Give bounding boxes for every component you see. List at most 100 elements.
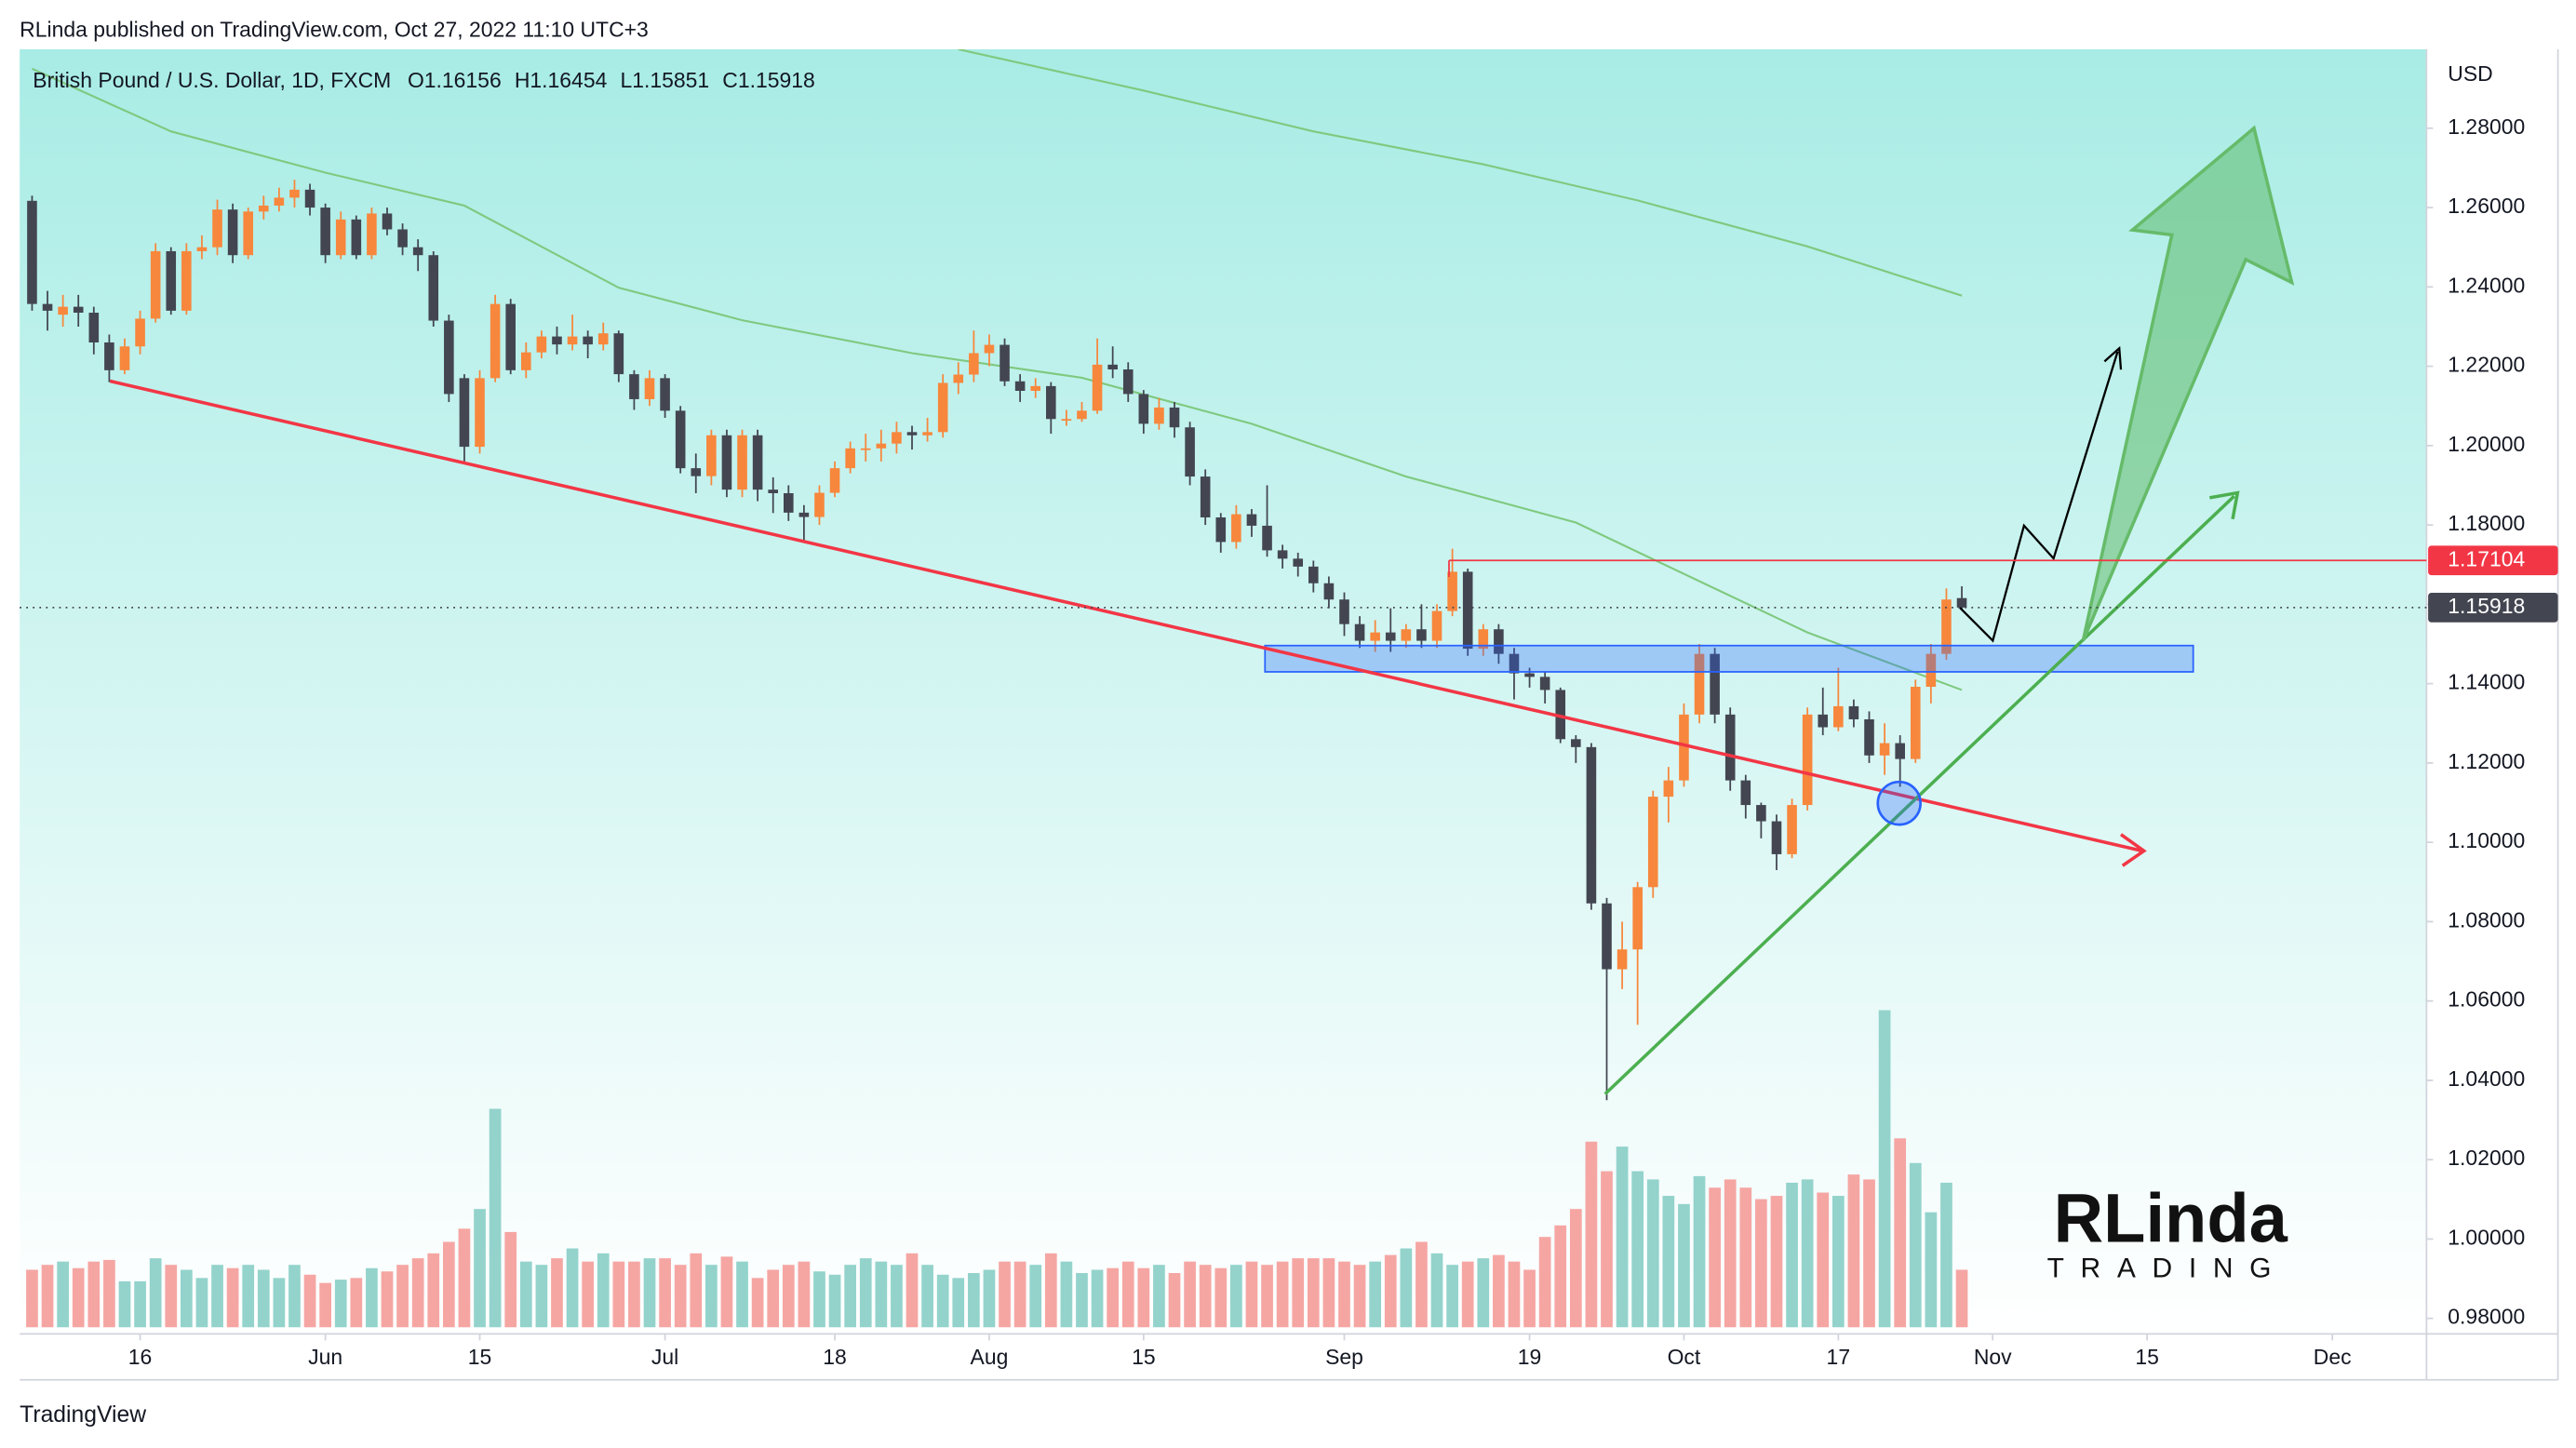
volume-bar — [1508, 1261, 1521, 1328]
volume-bar — [952, 1278, 965, 1328]
volume-bar — [504, 1231, 517, 1328]
green-arrowhead — [2209, 490, 2240, 520]
volume-bar — [334, 1280, 347, 1328]
candle-body — [1663, 780, 1674, 798]
touch-circle — [1876, 780, 1922, 826]
volume-bar — [1554, 1225, 1567, 1328]
level-label: 1.17104 — [2448, 546, 2525, 570]
volume-bar — [844, 1265, 857, 1328]
volume-bar — [1955, 1269, 1968, 1328]
x-tick-label: 15 — [1132, 1345, 1156, 1369]
volume-bar — [1493, 1254, 1505, 1328]
candle-body — [58, 306, 68, 315]
plot-background — [20, 48, 2427, 1334]
candle-body — [428, 255, 439, 321]
volume-bar — [411, 1258, 424, 1328]
y-tick-label: 1.18000 — [2448, 511, 2525, 535]
candle-body — [119, 346, 130, 370]
candle-body — [706, 435, 717, 476]
volume-bar — [968, 1273, 980, 1328]
candle-body — [274, 197, 285, 206]
candle-body — [520, 352, 531, 370]
volume-bar — [72, 1267, 85, 1328]
y-tick-label: 1.22000 — [2448, 353, 2525, 377]
volume-bar — [1693, 1175, 1706, 1328]
candle-body — [1277, 550, 1288, 559]
candle-body — [892, 432, 902, 444]
volume-bar — [1831, 1196, 1845, 1328]
volume-bar — [118, 1280, 131, 1328]
candle-body — [289, 189, 300, 198]
volume-bar — [1430, 1253, 1443, 1328]
volume-bar — [103, 1259, 115, 1328]
volume-bar — [582, 1261, 595, 1328]
candle-body — [1879, 743, 1890, 756]
candle-body — [829, 468, 840, 493]
volume-bar — [226, 1267, 239, 1328]
candle-body — [1694, 653, 1705, 715]
candle-body — [227, 209, 238, 256]
candle-body — [1756, 805, 1766, 822]
volume-bar — [1755, 1199, 1767, 1328]
candle-body — [1030, 385, 1041, 392]
volume-bar — [1523, 1269, 1536, 1328]
volume-bar — [1878, 1010, 1891, 1328]
volume-bar — [1724, 1179, 1737, 1328]
volume-bar — [1013, 1261, 1026, 1328]
volume-bar — [782, 1265, 795, 1328]
volume-bar — [1060, 1261, 1073, 1328]
volume-bar — [551, 1258, 563, 1328]
volume-bar — [1029, 1265, 1042, 1328]
candle-body — [1848, 705, 1859, 719]
candle-body — [1185, 427, 1195, 477]
candle-body — [490, 303, 501, 379]
candle-body — [1370, 632, 1380, 641]
candle-body — [1864, 718, 1874, 756]
candle-body — [73, 306, 84, 314]
candle-body — [1724, 714, 1736, 781]
candle-body — [335, 219, 346, 256]
volume-bar — [1353, 1265, 1366, 1328]
candle-body — [196, 247, 208, 251]
candle-body — [459, 378, 470, 448]
volume-bar — [1076, 1273, 1088, 1328]
candle-body — [412, 247, 423, 256]
volume-bar — [936, 1274, 949, 1328]
candle-body — [42, 303, 53, 311]
candle-body — [953, 374, 964, 383]
volume-bar — [1369, 1261, 1382, 1328]
volume-bar — [381, 1271, 394, 1328]
volume-bar — [1801, 1179, 1814, 1328]
x-tick-label: Dec — [2314, 1345, 2352, 1369]
drawings — [109, 125, 2295, 1095]
candle-body — [181, 250, 192, 311]
ohlc-value: 1.15918 — [738, 68, 815, 92]
candle-body — [583, 336, 593, 345]
candle-body — [304, 189, 315, 208]
ohlc-label: O — [408, 68, 424, 92]
candle-body — [860, 448, 871, 450]
volume-bar — [1678, 1203, 1690, 1328]
candle-body — [1771, 821, 1782, 854]
y-tick-label: 1.02000 — [2448, 1146, 2525, 1170]
candle-body — [135, 318, 145, 347]
volume-bar — [1446, 1265, 1458, 1328]
candle-body — [166, 250, 177, 311]
volume-bar — [1121, 1261, 1134, 1328]
projection-path — [1959, 351, 2119, 643]
candle-body — [721, 435, 732, 490]
y-tick-label: 1.28000 — [2448, 114, 2525, 139]
symbol-title: British Pound / U.S. Dollar, 1D, FXCM — [33, 68, 391, 92]
candle-body — [1122, 369, 1134, 395]
volume-bar — [535, 1265, 548, 1328]
volume-bar — [442, 1241, 455, 1328]
volume-bar — [211, 1265, 223, 1328]
watermark-subtitle: TRADING — [2047, 1253, 2288, 1283]
volume-bar — [41, 1265, 54, 1328]
volume-bar — [489, 1108, 502, 1328]
volume-bar — [736, 1261, 748, 1328]
x-tick-label: 15 — [2135, 1345, 2159, 1369]
candle-body — [1818, 714, 1829, 728]
volume-bar — [1662, 1196, 1675, 1328]
